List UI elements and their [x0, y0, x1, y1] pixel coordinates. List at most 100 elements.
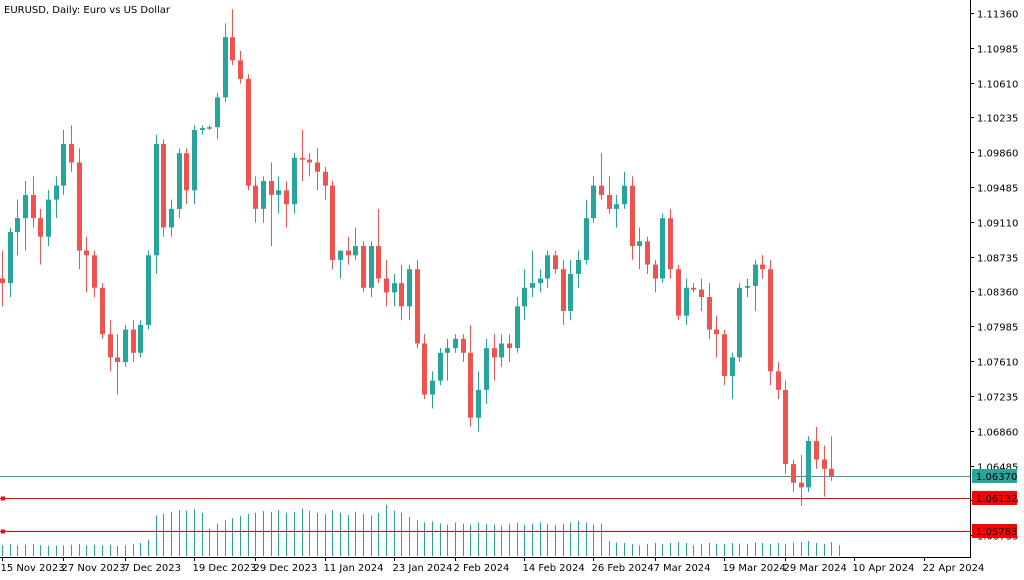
candle-body [822, 459, 827, 469]
candle-body [169, 208, 174, 228]
level-price-tag-background [972, 524, 1017, 538]
price-tick-label: 1.07610 [977, 358, 1018, 369]
candle-body [676, 269, 681, 316]
candle-body [346, 250, 351, 256]
candle-body [430, 380, 435, 395]
candle-body [660, 218, 665, 279]
date-tick-label: 26 Feb 2024 [592, 563, 654, 574]
date-tick-label: 19 Mar 2024 [723, 563, 786, 574]
candle-body [69, 143, 74, 163]
candle-body [507, 343, 512, 349]
bid-price-tag-label: 1.06370 [976, 472, 1017, 483]
candle-body [622, 185, 627, 205]
date-tick-label: 2 Feb 2024 [454, 563, 510, 574]
candle-body [530, 283, 535, 288]
candle-body [545, 255, 550, 279]
candle-body [8, 232, 13, 284]
candlestick-series [0, 9, 834, 506]
candle-body [568, 273, 573, 311]
chart-title: EURUSD, Daily: Euro vs US Dollar [4, 5, 171, 16]
candle-body [84, 250, 89, 256]
candle-body [829, 468, 834, 477]
candle-body [192, 129, 197, 191]
volume-histogram [2, 504, 840, 556]
date-tick-label: 14 Feb 2024 [523, 563, 585, 574]
candle-body [653, 264, 658, 279]
candle-body [261, 181, 266, 209]
candle-body [315, 162, 320, 172]
candle-body [253, 185, 258, 209]
candle-body [806, 440, 811, 488]
candle-body [177, 153, 182, 209]
candle-body [77, 162, 82, 251]
candle-body [31, 194, 36, 219]
level-anchor-marker [1, 496, 5, 501]
candle-body [599, 185, 604, 195]
candle-body [276, 190, 281, 195]
price-tick-label: 1.09110 [977, 219, 1018, 230]
candle-body [645, 241, 650, 265]
candle-body [722, 334, 727, 376]
candle-body [223, 37, 228, 98]
candle-body [415, 269, 420, 344]
candle-body [407, 269, 412, 307]
candle-body [422, 343, 427, 395]
level-price-tag-background [972, 491, 1017, 505]
candle-body [791, 464, 796, 483]
date-tick-label: 7 Mar 2024 [654, 563, 711, 574]
candle-body [154, 143, 159, 256]
candle-body [760, 264, 765, 270]
candle-body [561, 269, 566, 311]
candle-body [38, 218, 43, 237]
price-tick-label: 1.07985 [977, 323, 1018, 334]
candle-body [576, 259, 581, 274]
candle-body [284, 190, 289, 205]
price-tick-label: 1.09485 [977, 184, 1018, 195]
candle-body [207, 127, 212, 129]
candle-body [230, 37, 235, 61]
level-price-tag-label: 1.06132 [976, 494, 1017, 505]
candle-body [584, 218, 589, 260]
date-tick-label: 10 Apr 2024 [853, 563, 915, 574]
price-tick-label: 1.10610 [977, 80, 1018, 91]
candle-body [323, 171, 328, 186]
candle-body [745, 285, 750, 288]
candle-body [553, 255, 558, 270]
candle-body [246, 78, 251, 186]
candle-body [146, 255, 151, 325]
candle-body [614, 204, 619, 209]
candle-body [292, 157, 297, 205]
candle-body [376, 246, 381, 279]
candle-body [215, 97, 220, 128]
bid-price-tag-background [972, 469, 1017, 483]
candle-body [369, 246, 374, 288]
candle-body [46, 199, 51, 237]
candle-body [92, 255, 97, 288]
date-tick-label: 11 Jan 2024 [324, 563, 384, 574]
candle-body [515, 306, 520, 349]
price-tick-label: 1.08735 [977, 254, 1018, 265]
candle-body [330, 185, 335, 260]
candle-body [522, 287, 527, 307]
candle-body [238, 60, 243, 79]
level-price-tag-label: 1.05783 [976, 527, 1017, 538]
date-tick-label: 29 Dec 2023 [254, 563, 318, 574]
level-anchor-marker [1, 529, 5, 534]
date-tick-label: 19 Dec 2023 [193, 563, 257, 574]
candle-body [115, 357, 120, 363]
candle-body [607, 194, 612, 209]
candle-body [699, 289, 704, 298]
candle-body [768, 269, 773, 372]
candle-body [684, 287, 689, 316]
candle-body [776, 371, 781, 390]
candle-body [492, 348, 497, 358]
date-tick-label: 27 Nov 2023 [62, 563, 126, 574]
candle-body [730, 357, 735, 376]
candle-body [131, 329, 136, 353]
candle-body [445, 348, 450, 353]
date-tick-label: 23 Jan 2024 [393, 563, 453, 574]
candle-body [108, 334, 113, 358]
